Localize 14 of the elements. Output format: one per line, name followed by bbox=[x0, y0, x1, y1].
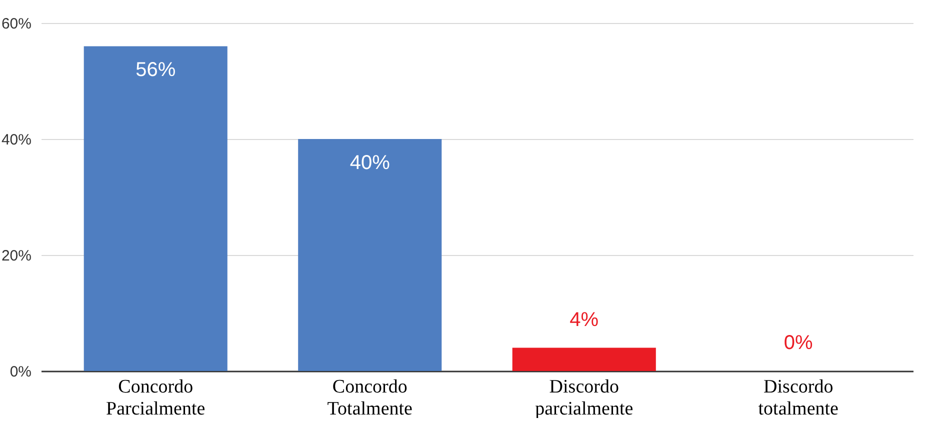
data-label: 40% bbox=[350, 152, 390, 174]
y-tick-label: 20% bbox=[1, 248, 32, 264]
x-tick-label: Concordo Parcialmente bbox=[106, 376, 206, 420]
y-tick-label: 40% bbox=[1, 132, 32, 148]
x-tick-label: Concordo Totalmente bbox=[327, 376, 412, 420]
y-tick-label: 0% bbox=[10, 364, 32, 380]
x-tick-label: Discordo totalmente bbox=[758, 376, 838, 420]
data-label: 0% bbox=[784, 332, 814, 354]
bar bbox=[298, 139, 442, 371]
y-tick-label: 60% bbox=[1, 16, 32, 32]
data-label: 4% bbox=[570, 308, 599, 331]
bar bbox=[84, 46, 228, 371]
data-label: 56% bbox=[136, 59, 176, 82]
bar bbox=[512, 348, 656, 371]
